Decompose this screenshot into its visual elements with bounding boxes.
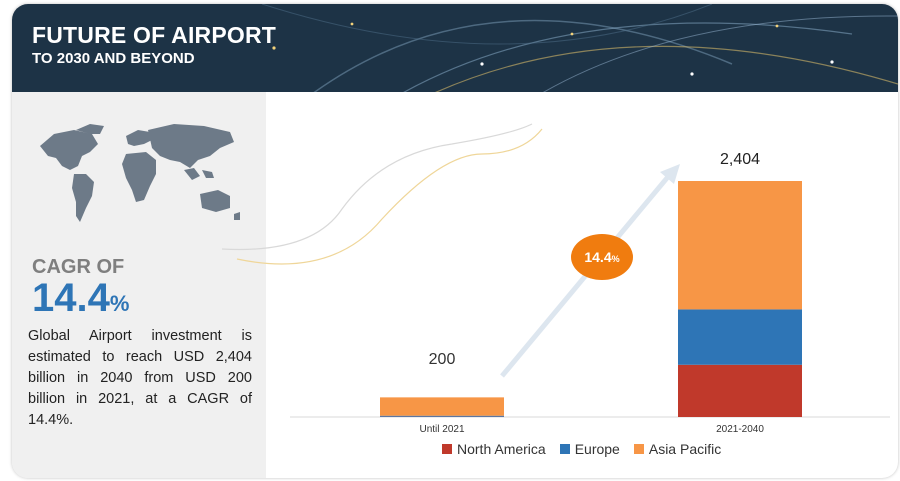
header-background-graphic	[261, 4, 898, 92]
header-banner: FUTURE OF AIRPORT TO 2030 AND BEYOND	[12, 4, 898, 92]
legend-label: Asia Pacific	[648, 441, 722, 457]
legend-item-asia-pacific: Asia Pacific	[633, 441, 722, 457]
legend-item-europe: Europe	[559, 441, 620, 457]
bar-group	[380, 181, 802, 417]
legend-swatch	[633, 444, 644, 454]
growth-arrow-head	[660, 164, 680, 184]
legend-swatch	[559, 444, 570, 454]
summary-description: Global Airport investment is estimated t…	[28, 328, 252, 428]
cagr-number: 14.4	[32, 276, 110, 320]
legend-swatch	[442, 444, 452, 454]
cagr-label: CAGR OF	[32, 256, 125, 278]
cagr-unit: %	[109, 291, 130, 316]
growth-badge-unit: %	[612, 254, 620, 264]
x-tick-label: Until 2021	[419, 424, 464, 435]
bar-segment	[678, 181, 802, 310]
investment-chart: 14.4% Until 2021 2021-2040 200 2,404	[221, 123, 890, 435]
growth-badge-value: 14.4	[584, 249, 611, 265]
x-tick-label: 2021-2040	[716, 424, 764, 435]
legend-label: North America	[457, 441, 546, 457]
bar-segment	[380, 397, 504, 416]
decorative-curve-gold	[236, 128, 543, 265]
cagr-value: 14.4%	[32, 278, 129, 324]
decorative-curve	[221, 123, 533, 251]
world-map-icon	[40, 124, 240, 222]
total-label: 200	[429, 351, 456, 368]
legend-item-north-america: North America	[442, 441, 546, 457]
legend-label: Europe	[574, 441, 620, 457]
bar-segment	[678, 309, 802, 365]
growth-badge	[571, 234, 633, 280]
chart-legend: North America Europe Asia Pacific	[442, 441, 721, 457]
bar-segment	[678, 364, 802, 417]
growth-badge-label: 14.4%	[584, 249, 619, 265]
page-title: FUTURE OF AIRPORT	[32, 22, 277, 48]
bar-segment	[380, 415, 504, 417]
summary-panel: CAGR OF 14.4% Global Airport investment …	[12, 92, 266, 478]
infographic-frame: FUTURE OF AIRPORT TO 2030 AND BEYOND CAG…	[12, 4, 898, 478]
page-subtitle: TO 2030 AND BEYOND	[32, 50, 195, 67]
total-label: 2,404	[720, 151, 760, 168]
